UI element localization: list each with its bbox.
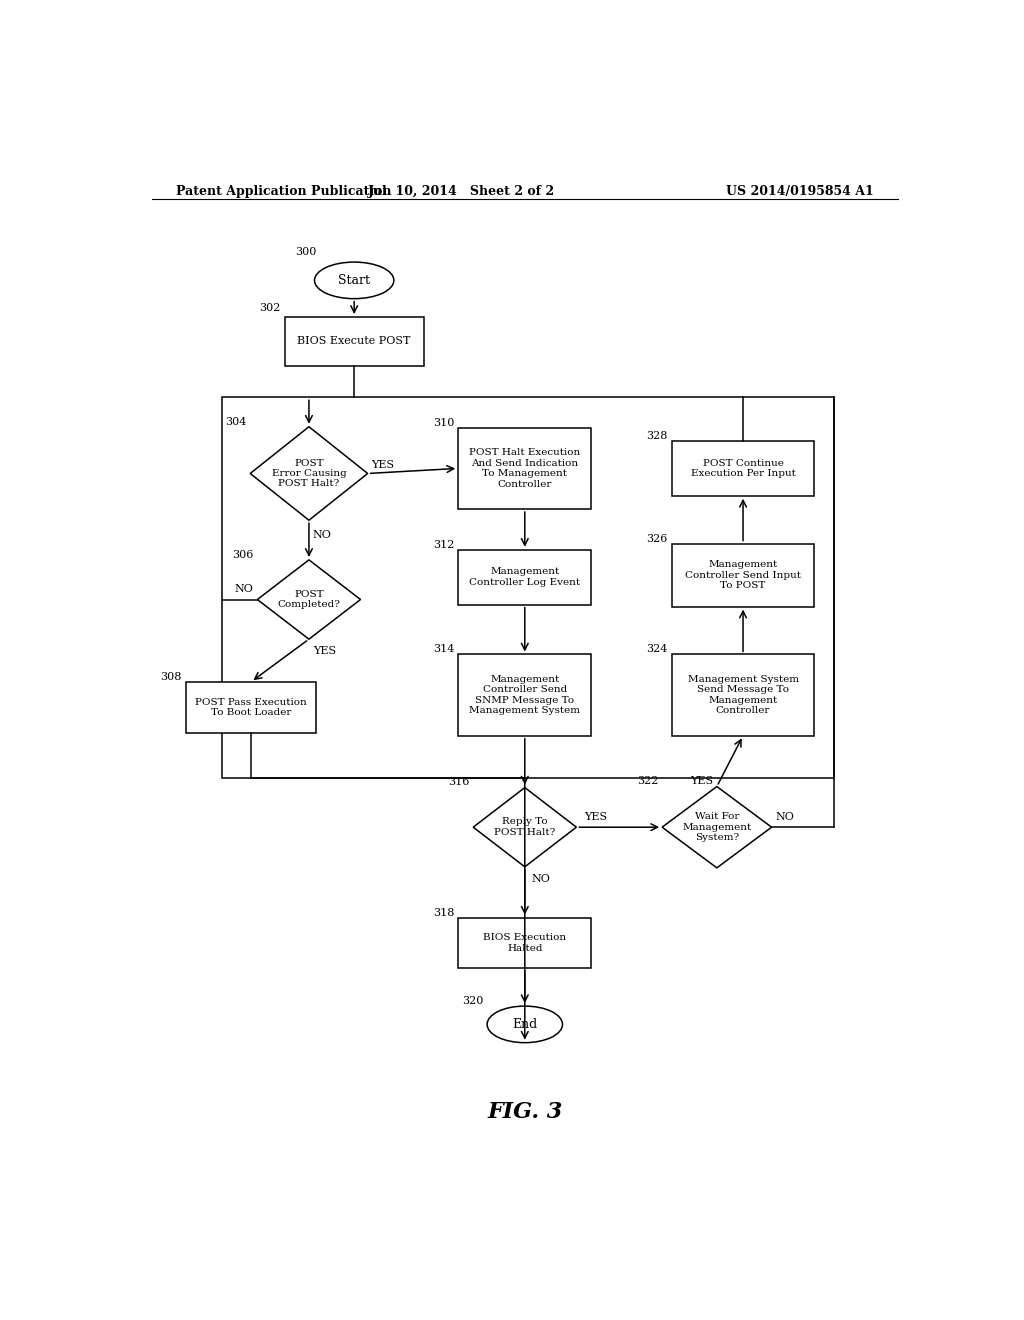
Text: BIOS Execution
Halted: BIOS Execution Halted (483, 933, 566, 953)
Polygon shape (250, 426, 368, 520)
Text: POST
Error Causing
POST Halt?: POST Error Causing POST Halt? (271, 458, 346, 488)
Text: End: End (512, 1018, 538, 1031)
FancyBboxPatch shape (458, 655, 592, 735)
Text: POST Pass Execution
To Boot Loader: POST Pass Execution To Boot Loader (196, 697, 307, 717)
Text: POST Halt Execution
And Send Indication
To Management
Controller: POST Halt Execution And Send Indication … (469, 449, 581, 488)
Text: NO: NO (313, 531, 332, 540)
Text: 328: 328 (646, 430, 668, 441)
FancyBboxPatch shape (285, 317, 424, 366)
Text: 304: 304 (225, 417, 246, 426)
Text: YES: YES (372, 461, 395, 470)
Text: 314: 314 (433, 644, 455, 655)
FancyBboxPatch shape (185, 682, 316, 733)
FancyBboxPatch shape (672, 441, 814, 496)
Text: FIG. 3: FIG. 3 (487, 1101, 562, 1123)
Text: POST Continue
Execution Per Input: POST Continue Execution Per Input (690, 459, 796, 478)
Text: Jul. 10, 2014   Sheet 2 of 2: Jul. 10, 2014 Sheet 2 of 2 (368, 185, 555, 198)
Polygon shape (257, 560, 360, 639)
FancyBboxPatch shape (458, 917, 592, 969)
Text: POST
Completed?: POST Completed? (278, 590, 340, 610)
Text: Reply To
POST Halt?: Reply To POST Halt? (495, 817, 555, 837)
Text: 306: 306 (232, 550, 253, 560)
Text: YES: YES (585, 812, 607, 822)
Text: 308: 308 (160, 672, 181, 681)
Ellipse shape (487, 1006, 562, 1043)
Text: 322: 322 (637, 776, 658, 787)
Text: 318: 318 (433, 908, 455, 917)
Text: 320: 320 (462, 997, 483, 1006)
Text: YES: YES (313, 647, 336, 656)
Text: 302: 302 (259, 302, 281, 313)
Text: 316: 316 (447, 777, 469, 788)
Text: NO: NO (775, 812, 795, 822)
Text: NO: NO (234, 585, 253, 594)
Text: Management
Controller Send Input
To POST: Management Controller Send Input To POST (685, 560, 801, 590)
Text: Management
Controller Log Event: Management Controller Log Event (469, 568, 581, 587)
Text: 312: 312 (433, 540, 455, 549)
FancyBboxPatch shape (458, 428, 592, 510)
FancyBboxPatch shape (672, 655, 814, 735)
FancyBboxPatch shape (458, 549, 592, 605)
Text: 324: 324 (646, 644, 668, 655)
Text: Management
Controller Send
SNMP Message To
Management System: Management Controller Send SNMP Message … (469, 675, 581, 715)
Text: Start: Start (338, 273, 371, 286)
Ellipse shape (314, 263, 394, 298)
Text: 310: 310 (433, 417, 455, 428)
Text: NO: NO (531, 874, 550, 884)
Text: Wait For
Management
System?: Wait For Management System? (682, 812, 752, 842)
FancyBboxPatch shape (672, 544, 814, 607)
Polygon shape (473, 788, 577, 867)
Text: BIOS Execute POST: BIOS Execute POST (298, 337, 411, 346)
Text: US 2014/0195854 A1: US 2014/0195854 A1 (726, 185, 873, 198)
Text: YES: YES (690, 776, 713, 787)
Polygon shape (663, 787, 772, 867)
Text: Patent Application Publication: Patent Application Publication (176, 185, 391, 198)
Text: 326: 326 (646, 533, 668, 544)
Text: 300: 300 (295, 247, 316, 257)
Text: Management System
Send Message To
Management
Controller: Management System Send Message To Manage… (687, 675, 799, 715)
